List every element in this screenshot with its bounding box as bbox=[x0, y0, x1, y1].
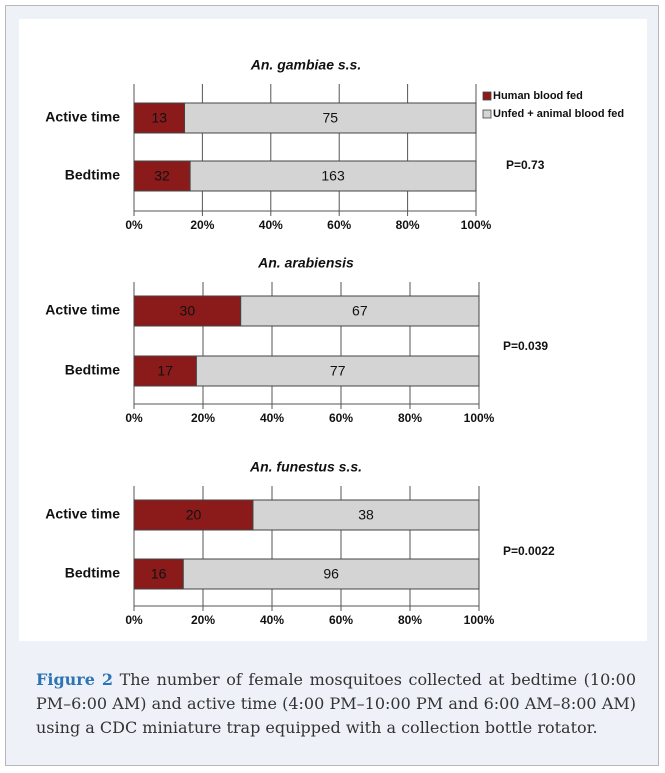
x-tick-label: 60% bbox=[327, 218, 351, 232]
x-tick-label: 20% bbox=[190, 218, 214, 232]
x-tick-label: 0% bbox=[125, 218, 143, 232]
chart-title: An. gambiae s.s. bbox=[250, 57, 361, 73]
x-tick-label: 20% bbox=[191, 613, 215, 627]
data-label: 13 bbox=[151, 110, 167, 126]
chart-title: An. funestus s.s. bbox=[249, 459, 362, 475]
x-tick-label: 80% bbox=[398, 411, 422, 425]
data-label: 30 bbox=[180, 303, 196, 319]
x-tick-label: 100% bbox=[464, 411, 495, 425]
data-label: 16 bbox=[151, 566, 167, 582]
data-label: 96 bbox=[323, 566, 339, 582]
bar-segment bbox=[189, 160, 477, 192]
x-tick-label: 40% bbox=[260, 411, 284, 425]
y-tick-label: Active time bbox=[45, 506, 120, 522]
chart: An. gambiae s.s. 0% 20% 40% 60% 80% 100% Active… bbox=[19, 19, 647, 641]
chart-title: An. arabiensis bbox=[257, 255, 354, 271]
bar-segment bbox=[240, 295, 480, 327]
data-label: 38 bbox=[358, 507, 374, 523]
x-tick-label: 0% bbox=[125, 411, 143, 425]
data-label: 77 bbox=[330, 363, 346, 379]
bar-segment bbox=[133, 499, 254, 531]
caption: Figure 2 The number of female mosquitoes… bbox=[36, 668, 636, 740]
data-label: 17 bbox=[157, 363, 173, 379]
data-label: 75 bbox=[322, 110, 338, 126]
y-tick-label: Active time bbox=[45, 109, 120, 125]
bar-segment bbox=[133, 295, 242, 327]
data-label: 20 bbox=[186, 507, 202, 523]
x-tick-label: 100% bbox=[464, 613, 495, 627]
x-tick-label: 80% bbox=[396, 218, 420, 232]
caption-label: Figure 2 bbox=[36, 670, 114, 689]
figure-panel: An. gambiae s.s. 0% 20% 40% 60% 80% 100% Active… bbox=[5, 5, 659, 766]
data-label: 163 bbox=[321, 168, 345, 184]
data-label: 67 bbox=[352, 303, 368, 319]
y-tick-label: Active time bbox=[45, 302, 120, 318]
bar-segment bbox=[184, 102, 477, 134]
annotation: P=0.0022 bbox=[503, 544, 555, 558]
y-tick-label: Bedtime bbox=[65, 362, 120, 378]
legend-swatch bbox=[482, 91, 492, 101]
bar-segment bbox=[195, 355, 480, 387]
annotation: P=0.73 bbox=[506, 158, 545, 172]
y-tick-label: Bedtime bbox=[65, 565, 120, 581]
bar-segment bbox=[133, 558, 184, 590]
legend-label: Unfed + animal blood fed bbox=[493, 108, 624, 120]
x-tick-label: 40% bbox=[259, 218, 283, 232]
x-tick-label: 40% bbox=[260, 613, 284, 627]
bar-segment bbox=[252, 499, 480, 531]
x-tick-label: 0% bbox=[125, 613, 143, 627]
x-tick-label: 60% bbox=[329, 613, 353, 627]
x-tick-label: 100% bbox=[461, 218, 492, 232]
legend-swatch bbox=[482, 109, 492, 119]
bar-segment bbox=[182, 558, 480, 590]
x-tick-label: 80% bbox=[398, 613, 422, 627]
data-label: 32 bbox=[154, 168, 170, 184]
legend-label: Human blood fed bbox=[493, 90, 583, 102]
x-tick-label: 20% bbox=[191, 411, 215, 425]
x-tick-label: 60% bbox=[329, 411, 353, 425]
caption-text: The number of female mosquitoes collecte… bbox=[36, 670, 636, 737]
bar-segment bbox=[133, 355, 197, 387]
bar-segment bbox=[133, 102, 186, 134]
y-tick-label: Bedtime bbox=[65, 167, 120, 183]
annotation: P=0.039 bbox=[503, 339, 548, 353]
